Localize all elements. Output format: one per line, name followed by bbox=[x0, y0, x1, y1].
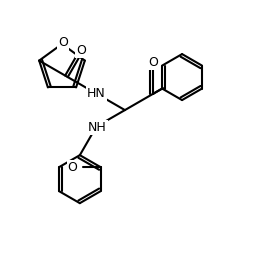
Text: O: O bbox=[68, 161, 78, 174]
Text: O: O bbox=[58, 37, 68, 50]
Text: O: O bbox=[149, 56, 158, 69]
Text: NH: NH bbox=[88, 121, 107, 134]
Text: HN: HN bbox=[87, 87, 106, 100]
Text: O: O bbox=[76, 44, 86, 57]
